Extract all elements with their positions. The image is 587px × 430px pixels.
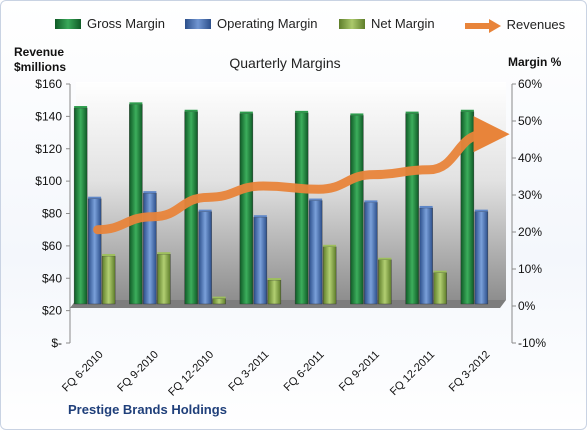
gross-margin-bar-top	[74, 106, 88, 109]
bars	[73, 102, 489, 305]
operating-margin-bar	[143, 192, 157, 305]
legend-net-label: Net Margin	[371, 16, 435, 31]
revenue-line	[93, 116, 510, 235]
left-axis-title-line1: Revenue	[14, 45, 65, 59]
x-tick-label: FQ 9-2011	[337, 349, 382, 394]
operating-margin-bar	[198, 211, 212, 305]
gross-margin-bar-top	[460, 109, 474, 112]
x-axis-ticks: FQ 6-2010 FQ 9-2010 FQ 12-2010 FQ 3-2011 FQ …	[60, 349, 492, 399]
gross-margin-bar	[294, 112, 309, 305]
right-tick-label: 30%	[518, 188, 542, 202]
left-tick-label: $120	[35, 142, 62, 156]
net-margin-bar-top	[433, 270, 447, 273]
operating-margin-bar	[419, 207, 433, 305]
net-margin-bar	[378, 259, 392, 305]
gross-margin-bar-top	[239, 111, 253, 114]
operating-margin-bar	[364, 202, 378, 305]
legend-gross-label: Gross Margin	[87, 16, 166, 31]
left-axis-title-line2: $millions	[14, 60, 67, 74]
x-tick-label: FQ 6-2011	[282, 349, 327, 394]
operating-margin-bar-top	[474, 209, 488, 212]
left-tick-label: $40	[42, 271, 62, 285]
left-tick-label: $-	[51, 336, 62, 350]
operating-margin-bar-top	[198, 209, 212, 212]
x-tick-label: FQ 9-2010	[115, 349, 161, 395]
left-tick-label: $60	[42, 239, 62, 253]
operating-margin-bar	[308, 200, 323, 305]
net-margin-bar-top	[102, 254, 116, 257]
right-axis-ticks: -10% 0% 10% 20% 30% 40% 50% 60%	[512, 77, 546, 350]
net-margin-bar	[322, 246, 337, 305]
legend-operating-label: Operating Margin	[217, 16, 318, 31]
right-tick-label: -10%	[518, 336, 546, 350]
legend-revenues: Revenues	[463, 13, 566, 33]
left-tick-label: $160	[35, 77, 62, 91]
company-name: Prestige Brands Holdings	[68, 402, 227, 417]
gross-margin-bar	[129, 104, 143, 305]
legend-operating-swatch	[185, 19, 211, 29]
net-margin-bar	[267, 279, 282, 305]
net-margin-bar-top	[157, 252, 171, 255]
net-margin-bar	[212, 298, 226, 305]
x-tick-label: FQ 6-2010	[60, 349, 106, 395]
operating-margin-bar-top	[143, 191, 157, 194]
right-tick-label: 0%	[518, 299, 536, 313]
operating-margin-bar	[253, 216, 268, 305]
left-axis-title: Revenue $millions	[14, 45, 66, 75]
net-margin-bar	[433, 272, 447, 305]
operating-margin-bar-top	[364, 200, 378, 203]
operating-margin-bar-top	[88, 196, 102, 199]
legend-net-swatch	[339, 19, 365, 29]
legend-revenues-label: Revenues	[506, 17, 566, 32]
right-tick-label: 20%	[518, 225, 542, 239]
gross-margin-bar	[405, 113, 419, 305]
operating-margin-bar-top	[309, 198, 323, 201]
net-margin-bar-top	[267, 278, 281, 281]
right-axis-title: Margin %	[508, 55, 562, 69]
right-tick-label: 60%	[518, 77, 542, 91]
legend-revenues-arrow-icon	[465, 19, 501, 33]
net-margin-bar	[157, 253, 171, 305]
operating-margin-bar-top	[419, 205, 433, 208]
left-tick-label: $100	[35, 174, 62, 188]
gross-margin-bar-top	[295, 110, 309, 113]
operating-margin-bar-top	[253, 215, 267, 218]
right-tick-label: 10%	[518, 262, 542, 276]
gross-margin-bar-top	[129, 102, 143, 105]
gross-margin-bar	[73, 107, 88, 305]
net-margin-bar-top	[323, 244, 337, 247]
gross-margin-bar	[350, 115, 364, 305]
net-margin-bar-top	[212, 296, 226, 299]
operating-margin-bar	[87, 198, 102, 305]
gross-margin-bar-top	[405, 111, 419, 114]
plot-floor	[70, 300, 506, 308]
gross-margin-bar	[239, 113, 254, 305]
legend-net-margin: Net Margin	[339, 16, 435, 31]
left-tick-label: $80	[42, 207, 62, 221]
gross-margin-bar-top	[350, 113, 364, 116]
left-tick-label: $20	[42, 304, 62, 318]
right-tick-label: 50%	[518, 114, 542, 128]
legend-operating-margin: Operating Margin	[185, 16, 317, 31]
legend-gross-margin: Gross Margin	[55, 16, 165, 31]
revenues-line	[93, 116, 510, 235]
x-tick-label: FQ 3-2011	[226, 349, 271, 394]
net-margin-bar-top	[378, 257, 392, 260]
right-tick-label: 40%	[518, 151, 542, 165]
operating-margin-bar	[474, 211, 489, 305]
left-axis-ticks: $- $20 $40 $60 $80 $100 $120 $140 $160	[35, 77, 70, 350]
chart-title: Quarterly Margins	[229, 55, 341, 71]
net-margin-bar	[101, 255, 116, 305]
left-tick-label: $140	[35, 109, 62, 123]
x-tick-label: FQ 12-2010	[166, 349, 216, 399]
x-tick-label: FQ 12-2011	[388, 349, 437, 398]
legend-gross-swatch	[55, 19, 81, 29]
gross-margin-bar-top	[184, 109, 198, 112]
x-tick-label: FQ 3-2012	[447, 349, 493, 395]
